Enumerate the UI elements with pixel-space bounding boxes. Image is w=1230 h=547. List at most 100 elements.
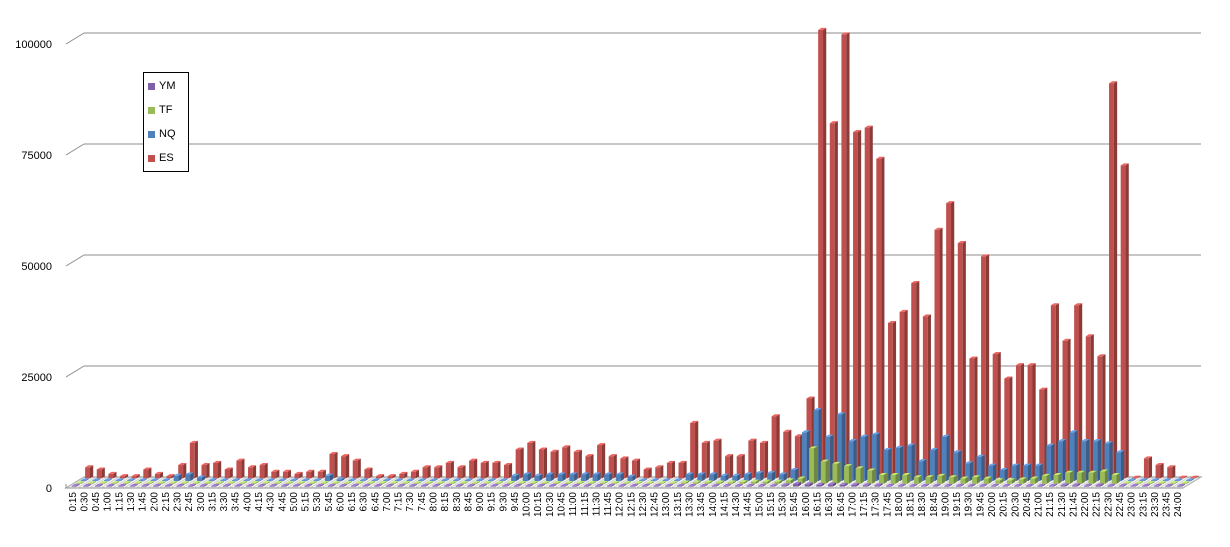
bar-nq — [883, 448, 892, 482]
bar-front — [592, 474, 598, 482]
bar-front — [946, 203, 952, 479]
bar-nq — [255, 478, 264, 482]
bar-top — [178, 463, 187, 466]
floor-gridline — [228, 476, 248, 489]
bar-top — [864, 125, 873, 128]
bar-nq — [708, 472, 718, 482]
bar-side — [251, 483, 255, 487]
legend-item-tf: TF — [148, 103, 172, 117]
bar-side — [108, 478, 112, 482]
bar-top — [825, 434, 834, 437]
bar-top — [483, 481, 492, 484]
floor-gridline — [379, 476, 399, 489]
bar-top — [909, 483, 918, 486]
bar-tf — [308, 481, 317, 484]
bar-top — [367, 481, 376, 484]
x-tick-label: 15:30 — [778, 492, 789, 517]
bar-front — [294, 473, 300, 479]
bar-side — [402, 483, 406, 487]
bar-es — [911, 281, 920, 479]
x-tick-label: 9:00 — [475, 492, 486, 512]
bar-side — [344, 483, 348, 487]
x-tick-label: 0:15 — [68, 492, 79, 512]
floor-gridline — [252, 476, 271, 489]
bar-front — [781, 485, 787, 487]
bar-es — [376, 474, 385, 479]
bar-top — [371, 478, 380, 481]
bar-tf — [855, 466, 864, 484]
y-tick-label: 0 — [46, 483, 52, 495]
bar-nq — [918, 459, 927, 482]
bar-nq — [988, 463, 997, 482]
bar-side — [271, 478, 275, 482]
bar-es — [1155, 463, 1164, 479]
bar-nq — [674, 478, 683, 482]
x-tick-label: 6:30 — [359, 492, 370, 512]
bar-front — [292, 485, 298, 487]
bar-side — [760, 471, 764, 482]
bar-side — [865, 434, 869, 482]
bar-top — [585, 454, 594, 457]
bar-front — [701, 442, 707, 479]
bar-side — [555, 449, 559, 479]
x-tick-label: 2:45 — [184, 492, 195, 512]
bar-side — [635, 483, 639, 487]
bar-side — [159, 471, 164, 479]
bar-top — [1034, 463, 1043, 466]
bar-nq — [1069, 430, 1078, 482]
bar-top — [173, 473, 182, 476]
bar-tf — [425, 481, 434, 484]
bar-tf — [681, 480, 690, 484]
bar-nq — [1162, 478, 1171, 482]
bar-front — [162, 480, 167, 482]
bar-es — [655, 465, 664, 479]
bar-top — [676, 483, 685, 486]
bar-side — [485, 460, 489, 479]
bar-side — [625, 456, 629, 479]
bar-top — [816, 482, 825, 485]
bar-top — [469, 458, 478, 461]
bar-top — [618, 483, 627, 486]
x-tick-label: 21:30 — [1057, 492, 1068, 517]
bar-top — [1190, 475, 1199, 478]
bar-ym — [1153, 483, 1162, 487]
bar-front — [604, 474, 610, 482]
floor-gridline — [321, 476, 341, 489]
bar-side — [916, 281, 920, 479]
x-tick-label: 10:30 — [545, 492, 556, 517]
bar-side — [1046, 473, 1050, 484]
x-tick-label: 16:30 — [824, 492, 835, 517]
bar-front — [385, 485, 391, 487]
x-tick-label: 11:30 — [591, 492, 602, 517]
bar-side — [693, 483, 697, 487]
bar-top — [418, 478, 427, 481]
bar-top — [350, 483, 359, 486]
bar-front — [944, 485, 950, 487]
bar-es — [701, 440, 710, 479]
bar-tf — [646, 481, 655, 484]
bar-front — [248, 467, 253, 479]
bar-side — [655, 478, 659, 482]
bar-top — [1069, 430, 1078, 433]
legend-swatch — [148, 82, 155, 90]
bar-front — [1107, 485, 1113, 487]
bar-side — [190, 472, 194, 482]
bar-top — [1037, 483, 1046, 486]
bar-tf — [215, 481, 224, 484]
bar-ym — [769, 483, 778, 487]
bar-tf — [529, 480, 538, 484]
bar-ym — [699, 483, 709, 487]
bar-es — [748, 438, 757, 479]
bar-top — [108, 471, 117, 474]
bar-side — [639, 481, 643, 484]
bar-front — [527, 442, 533, 479]
bar-es — [1120, 163, 1129, 479]
floor-gridline — [659, 476, 678, 489]
bar-ym — [804, 482, 813, 487]
bar-side — [907, 472, 911, 484]
legend-label: ES — [159, 152, 174, 164]
bar-nq — [103, 478, 112, 482]
bar-front — [196, 477, 202, 482]
bar-es — [690, 420, 699, 479]
bar-top — [352, 458, 361, 461]
